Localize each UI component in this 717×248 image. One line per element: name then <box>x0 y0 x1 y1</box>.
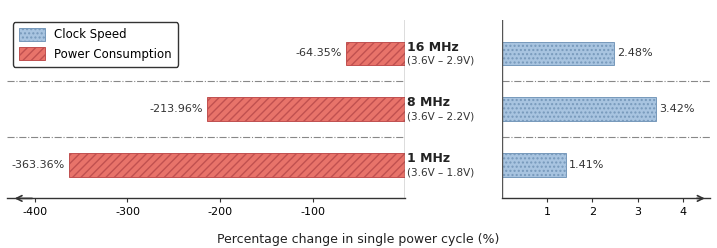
Text: (3.6V – 1.8V): (3.6V – 1.8V) <box>407 167 474 177</box>
Text: 1 MHz: 1 MHz <box>407 152 450 165</box>
Text: (3.6V – 2.2V): (3.6V – 2.2V) <box>407 112 474 122</box>
Text: 3.42%: 3.42% <box>659 104 695 114</box>
Text: 1.41%: 1.41% <box>569 160 604 170</box>
Text: (3.6V – 2.9V): (3.6V – 2.9V) <box>407 56 474 66</box>
Text: -213.96%: -213.96% <box>150 104 204 114</box>
Bar <box>69 153 405 177</box>
Legend: Clock Speed, Power Consumption: Clock Speed, Power Consumption <box>13 22 178 67</box>
Bar <box>502 97 657 121</box>
Text: -363.36%: -363.36% <box>12 160 65 170</box>
Text: -64.35%: -64.35% <box>295 48 342 58</box>
Text: 16 MHz: 16 MHz <box>407 41 458 54</box>
Text: Percentage change in single power cycle (%): Percentage change in single power cycle … <box>217 233 500 246</box>
Text: 8 MHz: 8 MHz <box>407 96 450 109</box>
Bar <box>207 97 405 121</box>
Bar <box>502 153 566 177</box>
Bar <box>502 42 614 65</box>
Text: 2.48%: 2.48% <box>617 48 652 58</box>
Bar <box>346 42 405 65</box>
